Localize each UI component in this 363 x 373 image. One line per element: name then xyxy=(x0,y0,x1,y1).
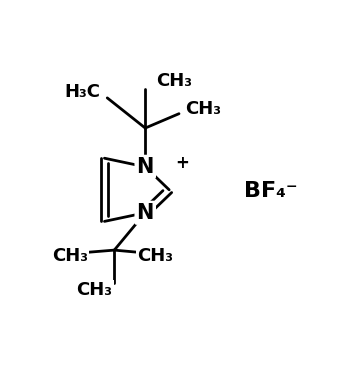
Text: CH₃: CH₃ xyxy=(137,247,173,265)
Text: CH₃: CH₃ xyxy=(185,100,221,118)
Text: H₃C: H₃C xyxy=(64,83,100,101)
Text: N: N xyxy=(136,203,154,223)
Text: N: N xyxy=(136,157,154,177)
Text: CH₃: CH₃ xyxy=(77,281,113,299)
Text: CH₃: CH₃ xyxy=(156,72,192,90)
Text: +: + xyxy=(175,154,189,172)
Text: CH₃: CH₃ xyxy=(52,247,89,265)
Text: BF₄⁻: BF₄⁻ xyxy=(244,181,297,201)
